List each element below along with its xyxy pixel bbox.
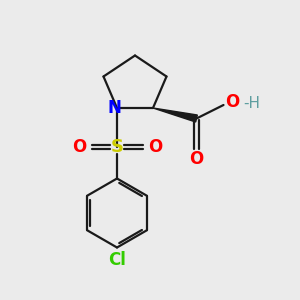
Polygon shape bbox=[153, 108, 197, 122]
Text: O: O bbox=[148, 138, 162, 156]
Text: -H: -H bbox=[243, 96, 260, 111]
Text: O: O bbox=[189, 150, 204, 168]
Text: Cl: Cl bbox=[108, 251, 126, 269]
Text: O: O bbox=[72, 138, 86, 156]
Text: N: N bbox=[108, 99, 122, 117]
Text: S: S bbox=[110, 138, 124, 156]
Text: O: O bbox=[225, 93, 239, 111]
